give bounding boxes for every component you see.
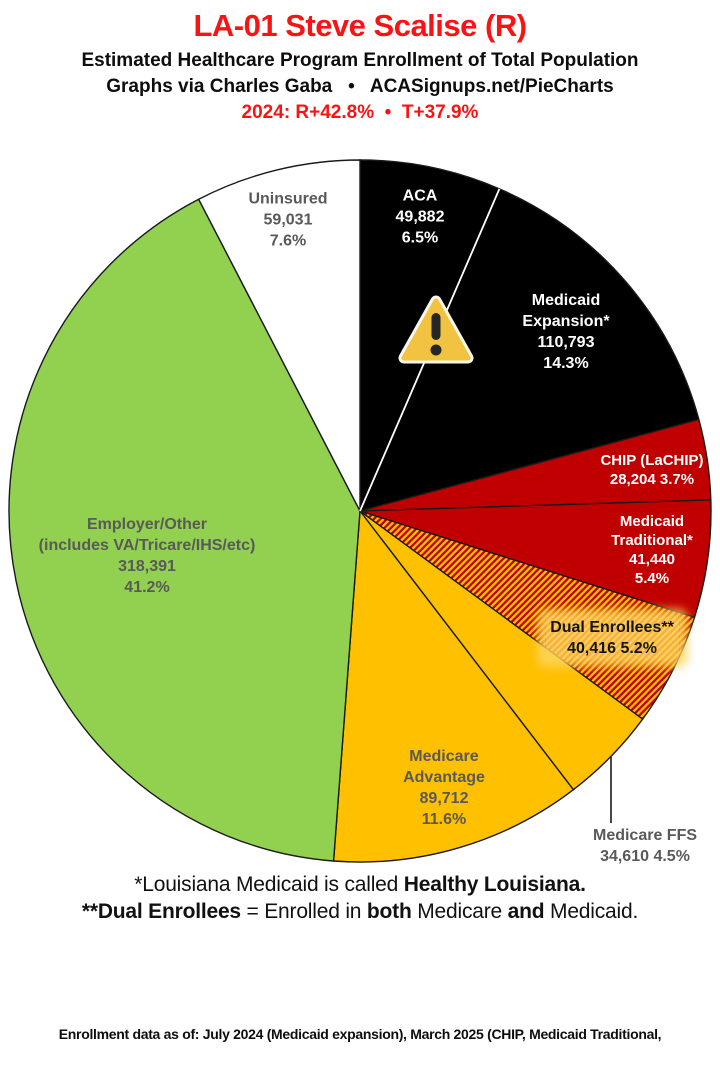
source-block: Enrollment data as of: July 2024 (Medica…: [0, 987, 720, 1070]
footnote-dual-text3: Medicaid.: [544, 900, 639, 923]
footnote-medicaid: *Louisiana Medicaid is called Healthy Lo…: [0, 871, 720, 898]
footnote-medicaid-bold: Healthy Louisiana.: [403, 873, 586, 896]
warning-triangle-icon: [398, 295, 474, 364]
pie-slice-uninsured: [197, 159, 361, 512]
subtitle: Estimated Healthcare Program Enrollment …: [81, 50, 639, 71]
footnote-dual-bold1: **Dual Enrollees: [81, 900, 241, 923]
credit-line: Graphs via Charles Gaba • ACASignups.net…: [106, 76, 614, 97]
footnote-dual-bold2: both: [366, 900, 412, 923]
source-line: Enrollment data as of: July 2024 (Medica…: [58, 1026, 662, 1042]
partisan-lean: 2024: R+42.8% • T+37.9%: [241, 102, 479, 123]
footnote-dual: **Dual Enrollees = Enrolled in both Medi…: [0, 898, 720, 925]
footnote-dual-text2: Medicare: [411, 900, 508, 923]
footnote-medicaid-text: *Louisiana Medicaid is called: [134, 873, 404, 896]
page-title: LA-01 Steve Scalise (R): [193, 8, 527, 43]
footnotes: *Louisiana Medicaid is called Healthy Lo…: [0, 871, 720, 925]
footnote-dual-text1: = Enrolled in: [240, 900, 367, 923]
pie-slice-medicare-advantage: [332, 509, 575, 863]
footnote-dual-bold3: and: [507, 900, 545, 923]
pie-slice-medicaid-expansion: [358, 187, 700, 513]
pie-slice-employer-other: [8, 198, 361, 862]
